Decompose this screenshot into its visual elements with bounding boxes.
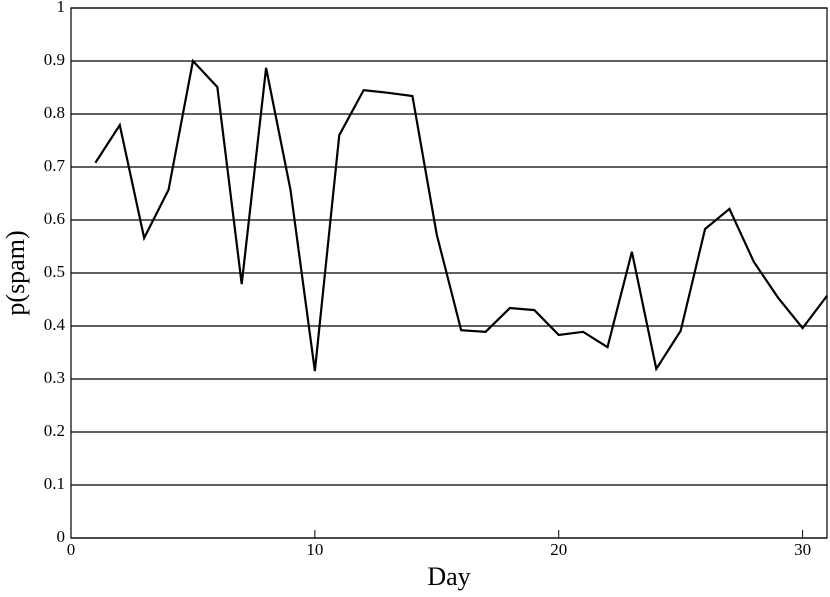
- y-tick-label: 0.4: [44, 315, 66, 334]
- x-tick-label: 10: [306, 540, 323, 559]
- x-tick-label: 0: [67, 540, 76, 559]
- y-tick-label: 1: [57, 0, 66, 16]
- y-tick-label: 0.5: [44, 262, 65, 281]
- y-tick-label: 0.2: [44, 421, 65, 440]
- x-tick-label: 20: [550, 540, 567, 559]
- y-tick-label: 0.1: [44, 474, 65, 493]
- x-axis-title: Day: [427, 562, 470, 591]
- y-tick-label: 0.6: [44, 209, 65, 228]
- series-line: [94, 58, 828, 372]
- y-tick-label: 0.7: [44, 156, 66, 175]
- y-tick-label: 0.8: [44, 103, 65, 122]
- y-tick-label: 0: [57, 527, 66, 546]
- y-tick-label: 0.9: [44, 50, 65, 69]
- x-tick-label: 30: [794, 540, 811, 559]
- y-axis-title: p(spam): [1, 230, 30, 315]
- y-tick-label: 0.3: [44, 368, 65, 387]
